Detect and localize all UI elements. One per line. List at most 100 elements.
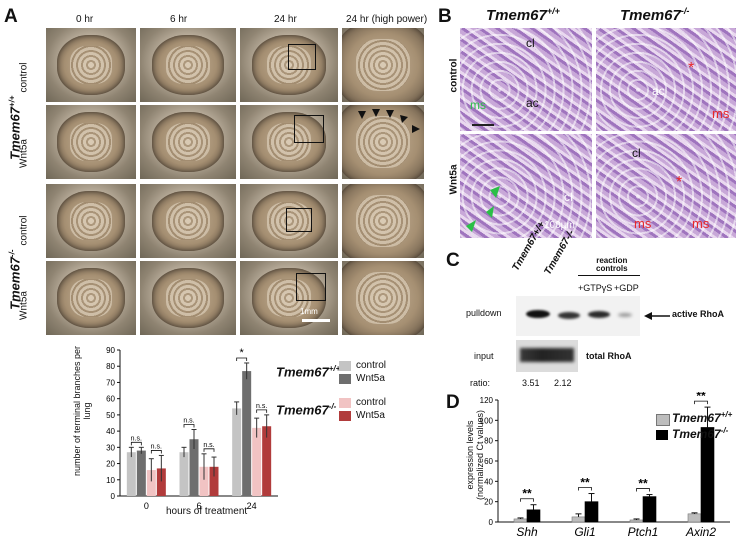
band-gtp	[588, 311, 610, 318]
histology-image: cl ac ms	[460, 28, 592, 131]
y-tick-label: 80	[106, 362, 115, 371]
significance-label: **	[522, 487, 532, 501]
scale-bar-b-label: 100µm	[544, 220, 575, 231]
timepoint-6hr: 6 hr	[170, 14, 188, 25]
zoom-box	[288, 44, 316, 70]
lung-explant-photo	[46, 105, 136, 179]
histology-image: ac * ms	[596, 28, 736, 131]
lung-explant-high-power-photo	[342, 28, 424, 102]
legend-label-d-wt: Tmem67+/+	[672, 410, 733, 425]
significance-bracket	[636, 488, 650, 492]
significance-label: n.s.	[183, 417, 194, 424]
bar	[242, 371, 252, 496]
y-tick-label: 100	[480, 416, 494, 425]
significance-bracket	[183, 424, 195, 428]
bar	[146, 470, 156, 496]
input-blot	[516, 340, 578, 372]
lane-label-gdp: +GDP	[614, 283, 639, 293]
legend-label-wt-wnt5a: Wnt5a	[356, 373, 385, 384]
scale-bar-a-label: 1mm	[300, 307, 318, 316]
arrowheads-marker	[358, 109, 420, 133]
significance-bracket	[694, 400, 708, 405]
bar	[700, 427, 715, 523]
expression-bar-chart: 0 20 40 60 80 100 120 Shh Gli1 Ptch1 Axin2 ** ** ** *…	[480, 392, 730, 539]
legend-swatch-ko-wnt5a	[339, 411, 351, 421]
bar	[209, 466, 219, 496]
label-ms: ms	[692, 216, 710, 231]
legend-label-ko-wnt5a: Wnt5a	[356, 410, 385, 421]
y-tick-label: 40	[484, 477, 493, 486]
panel-d-letter: D	[446, 392, 460, 413]
x-tick-label: Gli1	[574, 525, 595, 539]
bar	[179, 452, 189, 496]
lung-explant-photo	[240, 28, 338, 102]
reaction-controls-label: reaction controls	[596, 256, 628, 273]
legend-swatch-ko-control	[339, 398, 351, 408]
zoom-box	[294, 115, 324, 143]
pulldown-label: pulldown	[466, 308, 502, 318]
y-tick-label: 0	[489, 518, 494, 527]
legend-swatch-d-ko	[656, 430, 668, 440]
chart-a-ylabel-text: number of terminal branches per lung	[72, 345, 92, 477]
label-cl: cl	[564, 190, 573, 204]
lung-explant-high-power-photo	[342, 105, 424, 179]
timepoint-24hr: 24 hr	[274, 14, 297, 25]
significance-label: n.s.	[131, 435, 142, 442]
legend-genotype-ko: Tmem67-/-	[276, 402, 337, 418]
significance-label: n.s.	[256, 403, 267, 410]
y-tick-label: 50	[106, 411, 115, 420]
y-tick-label: 20	[106, 460, 115, 469]
histology-image: cl * ms ms	[596, 134, 736, 238]
chart-a-xlabel: hours of treatment	[166, 506, 248, 517]
significance-bracket	[203, 448, 215, 452]
significance-bracket	[578, 487, 592, 491]
ratio-wt: 3.51	[522, 378, 540, 388]
panel-c-letter: C	[446, 250, 460, 271]
y-tick-label: 70	[106, 378, 115, 387]
histology-image: cl 100µm	[460, 134, 592, 238]
y-tick-label: 30	[106, 443, 115, 452]
significance-bracket	[256, 409, 268, 413]
lung-explant-photo	[140, 184, 236, 258]
panel-b-col-wt: Tmem67+/+	[486, 6, 560, 24]
bar	[687, 513, 702, 523]
bar	[262, 426, 272, 496]
label-cl: cl	[632, 146, 641, 160]
row-label-wnt5a-ko: Wnt5a	[18, 291, 30, 320]
bar	[156, 468, 166, 496]
ratio-label: ratio:	[470, 378, 491, 388]
y-tick-label: 60	[484, 457, 493, 466]
row-label-control-ko: control	[18, 215, 30, 246]
label-cl: cl	[526, 36, 535, 50]
panel-b-row-control: control	[448, 58, 460, 93]
lung-explant-photo	[140, 261, 236, 335]
significance-bracket	[150, 450, 162, 454]
y-tick-label: 60	[106, 395, 115, 404]
x-tick-label: 0	[144, 501, 149, 511]
bar	[584, 501, 599, 523]
legend-label-ko-control: control	[356, 397, 387, 408]
lung-explant-photo	[46, 261, 136, 335]
bar	[232, 408, 242, 496]
pulldown-blot	[516, 296, 640, 336]
chart-a-ylabel: number of terminal branches per lung	[52, 346, 112, 476]
x-tick-label: Ptch1	[628, 525, 659, 539]
bar	[629, 519, 644, 523]
green-arrowheads-marker	[466, 186, 500, 232]
y-tick-label: 20	[484, 498, 493, 507]
significance-label: n.s.	[203, 442, 214, 449]
band-gdp	[618, 313, 632, 317]
band-ko	[558, 312, 580, 319]
input-label: input	[474, 351, 494, 361]
legend-label-d-ko: Tmem67-/-	[672, 426, 729, 441]
lung-explant-photo	[46, 184, 136, 258]
significance-label: n.s.	[151, 443, 162, 450]
zoom-box	[286, 208, 312, 232]
ratio-ko: 2.12	[554, 378, 572, 388]
lung-explant-high-power-photo	[342, 184, 424, 258]
bar	[136, 450, 146, 496]
significance-label: **	[696, 392, 706, 403]
bar	[199, 466, 209, 496]
lung-explant-photo	[46, 28, 136, 102]
significance-label: **	[580, 476, 590, 490]
